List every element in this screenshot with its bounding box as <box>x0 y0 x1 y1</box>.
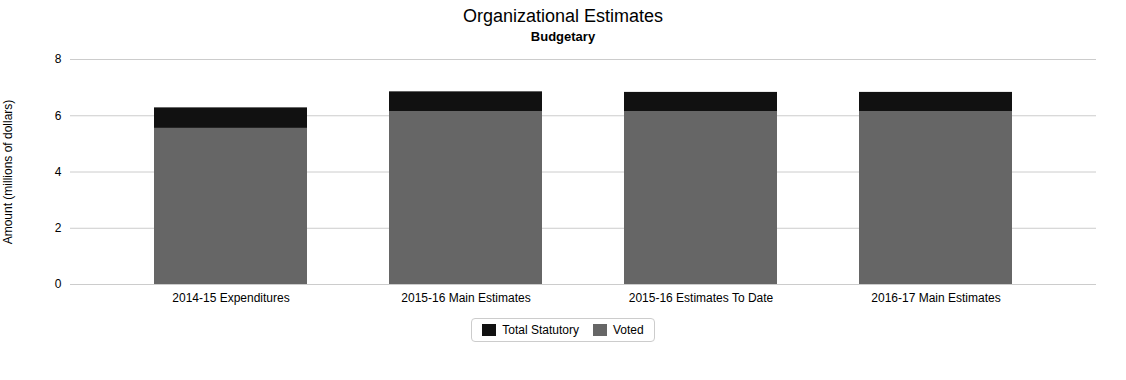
svg-text:8: 8 <box>55 52 62 66</box>
svg-text:2016-17 Main Estimates: 2016-17 Main Estimates <box>871 291 1000 305</box>
html-text:Organizational Estimates: Organizational Estimates <box>463 6 663 26</box>
svg-text:2015-16 Main Estimates: 2015-16 Main Estimates <box>401 291 530 305</box>
svg-text:6: 6 <box>55 109 62 123</box>
svg-text:4: 4 <box>55 165 62 179</box>
html-text:Voted: Voted <box>613 323 644 337</box>
svg-text:2014-15 Expenditures: 2014-15 Expenditures <box>172 291 289 305</box>
svg-text:0: 0 <box>55 277 62 291</box>
html-text:Total Statutory: Total Statutory <box>502 323 579 337</box>
svg-text:Amount (millions of dollars): Amount (millions of dollars) <box>1 100 15 245</box>
html-text:Budgetary: Budgetary <box>530 29 596 44</box>
svg-text:2015-16 Estimates To Date: 2015-16 Estimates To Date <box>629 291 774 305</box>
svg-text:2: 2 <box>55 221 62 235</box>
